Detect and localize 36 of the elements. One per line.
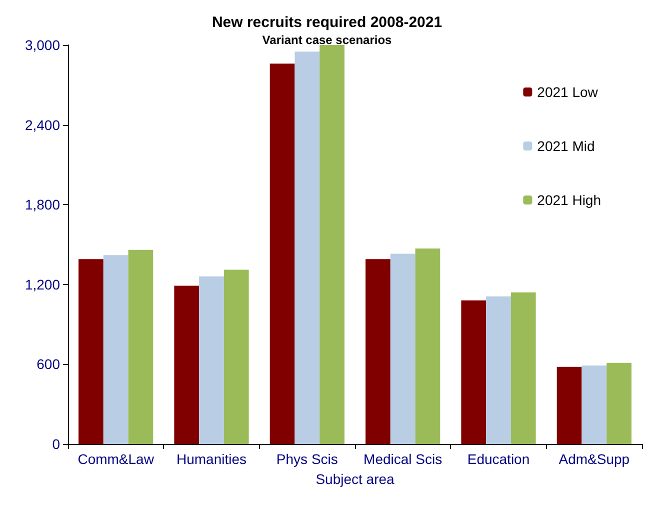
bar xyxy=(582,366,607,444)
x-tick-label: Medical Scis xyxy=(364,451,442,467)
bar xyxy=(103,255,128,444)
bar xyxy=(461,300,486,444)
chart-subtitle: Variant case scenarios xyxy=(262,33,392,47)
bar xyxy=(270,64,295,444)
legend-label: 2021 Low xyxy=(537,84,599,100)
bar xyxy=(415,248,440,444)
y-tick-label: 2,400 xyxy=(24,116,60,133)
x-tick-label: Comm&Law xyxy=(78,451,155,467)
y-tick-label: 600 xyxy=(36,356,60,372)
bar xyxy=(606,362,632,444)
legend-label: 2021 High xyxy=(537,192,601,208)
bar xyxy=(199,276,224,444)
x-tick-label: Humanities xyxy=(176,451,247,467)
bar xyxy=(224,270,249,444)
bar xyxy=(128,250,154,444)
y-tick-label: 0 xyxy=(52,436,60,452)
bar xyxy=(78,259,104,444)
bar xyxy=(486,296,511,444)
y-tick-label: 1,800 xyxy=(24,196,60,213)
bar xyxy=(556,366,582,444)
bar xyxy=(366,259,390,444)
chart-title: New recruits required 2008-2021 xyxy=(212,14,442,31)
x-tick-label: Adm&Supp xyxy=(558,451,630,467)
y-tick-label: 3,000 xyxy=(24,37,60,53)
x-axis-title: Subject area xyxy=(316,471,395,487)
bar xyxy=(510,292,536,444)
bar xyxy=(174,286,200,444)
bar xyxy=(320,45,344,444)
y-tick-label: 1,200 xyxy=(24,276,60,292)
bar xyxy=(390,254,416,444)
x-tick-label: Phys Scis xyxy=(276,451,338,467)
bar xyxy=(294,52,320,444)
x-tick-label: Education xyxy=(467,451,530,467)
legend-label: 2021 Mid xyxy=(537,138,595,154)
